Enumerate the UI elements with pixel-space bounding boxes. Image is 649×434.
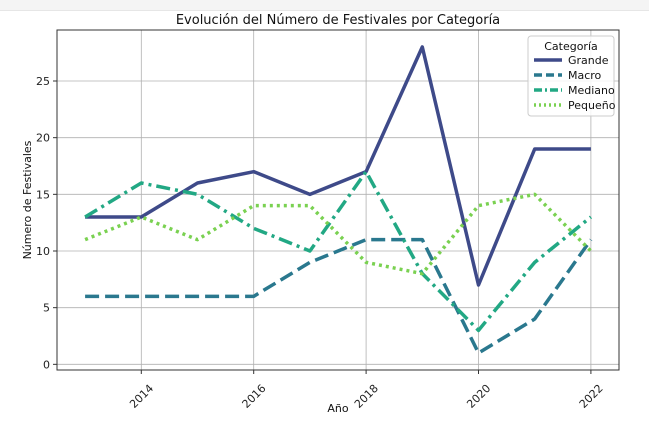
x-tick-label: 2014 xyxy=(127,382,156,411)
legend-label-pequeño: Pequeño xyxy=(568,99,616,112)
x-tick-label: 2022 xyxy=(577,382,606,411)
x-tick-label: 2020 xyxy=(464,382,493,411)
legend-box xyxy=(527,35,615,117)
x-tick-label: 2016 xyxy=(240,382,269,411)
series-layer xyxy=(84,45,593,355)
y-tick-label: 20 xyxy=(36,132,50,145)
x-tick-label: 2018 xyxy=(352,382,381,411)
y-axis-label: Número de Festivales xyxy=(21,140,34,259)
series-line-mediano xyxy=(84,169,592,333)
y-tick-label: 0 xyxy=(43,358,50,371)
y-tick-label: 25 xyxy=(36,75,50,88)
series-line-macro xyxy=(85,237,593,355)
legend: Categoría Grande Macro Mediano Pequeño xyxy=(527,35,616,117)
plot-frame xyxy=(56,29,620,371)
series-line-pequeño xyxy=(84,192,593,276)
grid xyxy=(57,30,619,370)
notebook-output-strip xyxy=(0,0,649,11)
y-tick-label: 10 xyxy=(36,245,50,258)
series-line-grande xyxy=(85,45,591,287)
legend-label-mediano: Mediano xyxy=(568,84,615,97)
legend-label-grande: Grande xyxy=(568,54,609,67)
ticks: 2014 2016 2018 2020 2022 0 5 10 15 20 25 xyxy=(36,75,606,411)
y-tick-label: 5 xyxy=(43,302,50,315)
legend-label-macro: Macro xyxy=(568,69,602,82)
x-axis-label: Año xyxy=(327,402,348,415)
chart-title: Evolución del Número de Festivales por C… xyxy=(176,13,500,28)
legend-title: Categoría xyxy=(544,40,598,53)
y-tick-label: 15 xyxy=(36,188,50,201)
